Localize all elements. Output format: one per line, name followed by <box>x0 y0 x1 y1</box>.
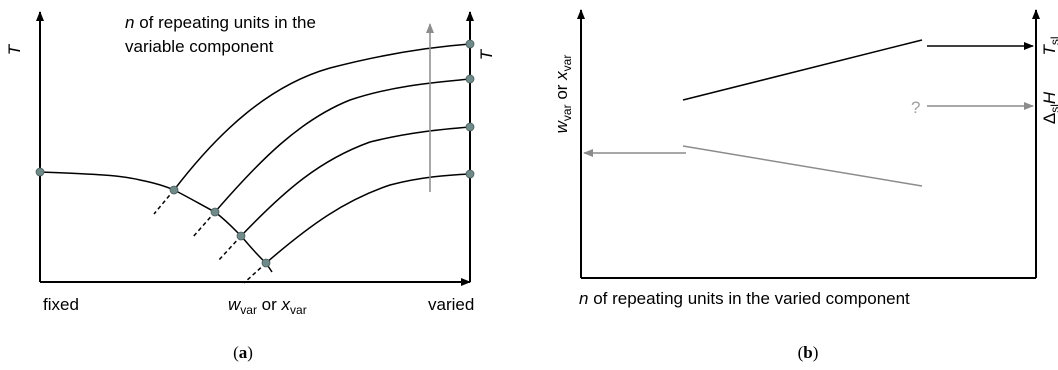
eutectic-boundary-curve <box>173 189 273 273</box>
dashed-extension-3 <box>217 235 242 262</box>
panel-b-left-axis-label: wvar or xvar <box>552 55 574 134</box>
liquidus-curve-3 <box>240 126 471 237</box>
panel-a-x-mid-label: wvar or xvar <box>228 295 307 317</box>
dashed-extension-1 <box>153 189 175 215</box>
point-fixed <box>35 167 45 177</box>
liquidus-curve-4 <box>265 173 471 264</box>
liquidus-curve-1 <box>173 43 471 191</box>
panel-b-caption: (b) <box>798 343 819 362</box>
panel-a-x-right-label: varied <box>428 295 474 314</box>
point-eutectic-2 <box>210 207 220 217</box>
dashed-extension-4 <box>243 262 267 284</box>
panel-a-x-left-label: fixed <box>43 295 79 314</box>
point-eutectic-3 <box>236 231 246 241</box>
point-varied-2 <box>465 74 475 84</box>
panel-a-right-axis-label: T <box>477 48 496 60</box>
t-sl-label: Tsl <box>1040 36 1058 55</box>
point-markers <box>35 39 475 268</box>
panel-b-x-axis-label: n of repeating units in the varied compo… <box>579 289 910 308</box>
melting-temperature-line <box>682 39 923 101</box>
point-varied-4 <box>465 169 475 179</box>
point-eutectic-4 <box>261 258 271 268</box>
panel-a-caption: (a) <box>233 343 253 362</box>
unknown-question-mark: ? <box>911 98 920 117</box>
liquidus-curve-2 <box>214 78 471 213</box>
composition-line <box>682 145 923 187</box>
point-varied-3 <box>465 122 475 132</box>
panel-a-annotation-line1: n of repeating units in the <box>125 13 316 32</box>
delta-sl-h-label: ΔslH <box>1040 91 1058 124</box>
dashed-extension-2 <box>191 211 216 239</box>
point-eutectic-1 <box>169 185 179 195</box>
panel-a-left-axis-label: T <box>5 43 24 55</box>
panel-a: T T n of repeating units in the variable… <box>5 11 496 362</box>
panel-a-annotation-line2: variable component <box>125 37 274 56</box>
panel-b: ? wvar or xvar Tsl ΔslH n of repeating u… <box>552 9 1058 362</box>
point-varied-1 <box>465 39 475 49</box>
liquidus-curve-fixed <box>39 171 175 191</box>
